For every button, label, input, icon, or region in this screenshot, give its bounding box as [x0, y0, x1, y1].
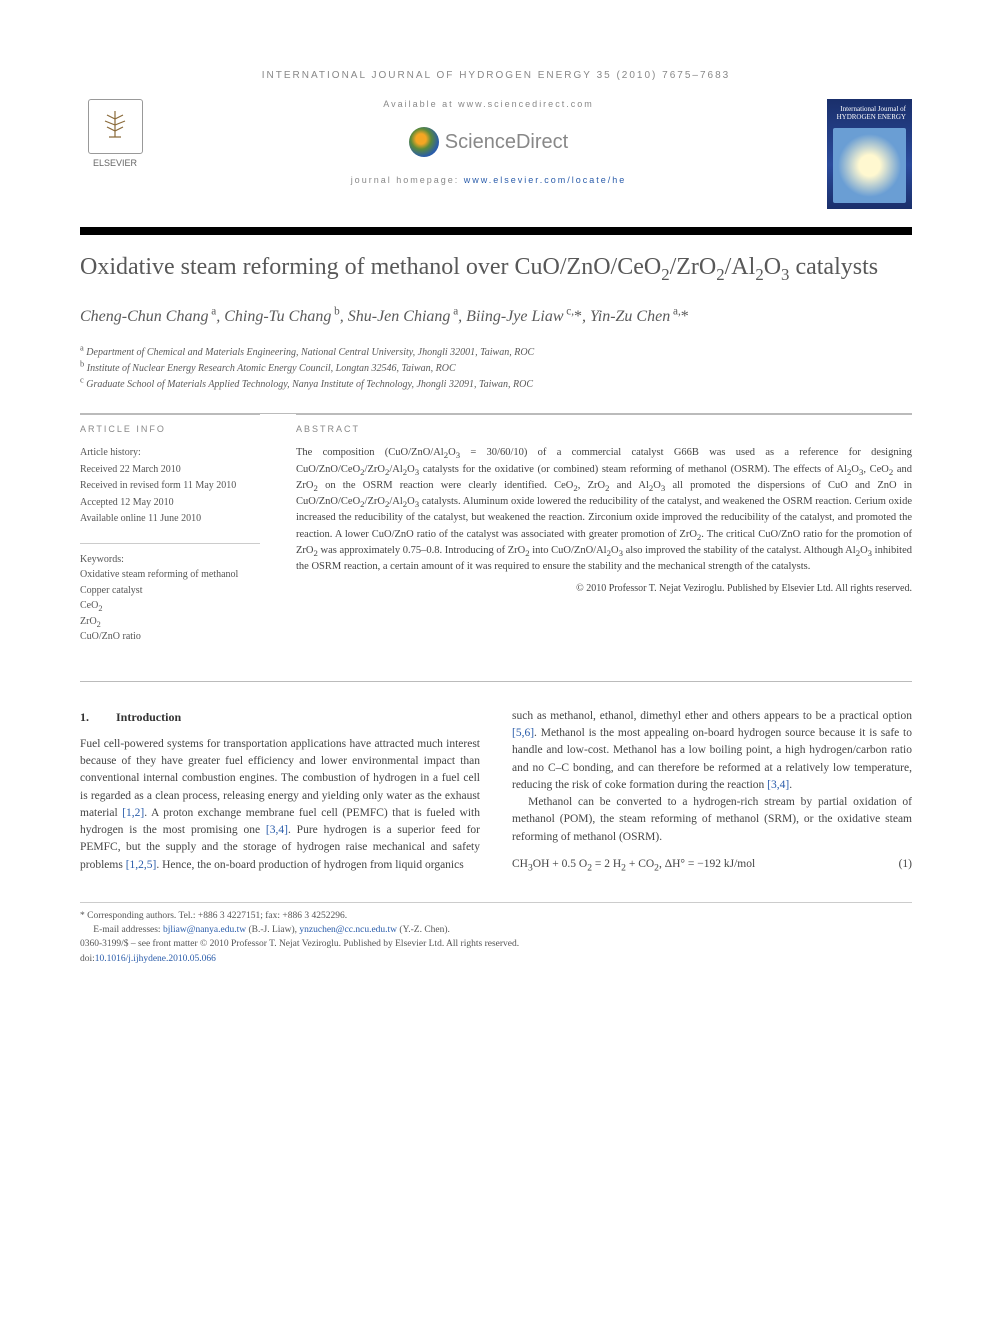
email-link[interactable]: ynzuchen@cc.ncu.edu.tw — [299, 925, 397, 935]
abstract-heading: ABSTRACT — [296, 423, 912, 437]
footnotes: * Corresponding authors. Tel.: +886 3 42… — [80, 902, 912, 966]
abstract-column: ABSTRACT The composition (CuO/ZnO/Al2O3 … — [296, 414, 912, 644]
abstract-text: The composition (CuO/ZnO/Al2O3 = 30/60/1… — [296, 445, 912, 575]
keyword: Copper catalyst — [80, 583, 260, 599]
keyword: Oxidative steam reforming of methanol — [80, 567, 260, 583]
keywords-block: Keywords: Oxidative steam reforming of m… — [80, 543, 260, 645]
availability-note: Available at www.sciencedirect.com — [170, 99, 807, 109]
corresponding-author-note: * Corresponding authors. Tel.: +886 3 42… — [80, 909, 912, 923]
email-link[interactable]: bjliaw@nanya.edu.tw — [163, 925, 246, 935]
history-revised: Received in revised form 11 May 2010 — [80, 478, 260, 494]
body-columns: 1.Introduction Fuel cell-powered systems… — [80, 708, 912, 874]
article-title: Oxidative steam reforming of methanol ov… — [80, 251, 912, 283]
doi-link[interactable]: 10.1016/j.ijhydene.2010.05.066 — [95, 954, 216, 964]
intro-paragraph: such as methanol, ethanol, dimethyl ethe… — [512, 708, 912, 794]
cover-title: International Journal of HYDROGEN ENERGY — [833, 105, 906, 122]
intro-paragraph: Fuel cell-powered systems for transporta… — [80, 736, 480, 874]
keywords-label: Keywords: — [80, 552, 260, 568]
keyword: CuO/ZnO ratio — [80, 629, 260, 645]
equation-number: (1) — [899, 856, 912, 873]
journal-citation-header: INTERNATIONAL JOURNAL OF HYDROGEN ENERGY… — [80, 70, 912, 81]
elsevier-logo: ELSEVIER — [80, 99, 150, 179]
sciencedirect-swirl-icon — [409, 127, 439, 157]
masthead: ELSEVIER Available at www.sciencedirect.… — [80, 99, 912, 209]
keyword: CeO2 — [80, 598, 260, 614]
article-info-block: ARTICLE INFO Article history: Received 2… — [80, 413, 912, 644]
affiliation-c: c Graduate School of Materials Applied T… — [80, 377, 912, 393]
homepage-link[interactable]: www.elsevier.com/locate/he — [464, 175, 627, 185]
author-list: Cheng-Chun Chang a, Ching-Tu Chang b, Sh… — [80, 305, 912, 329]
journal-homepage: journal homepage: www.elsevier.com/locat… — [170, 175, 807, 185]
affiliations: a Department of Chemical and Materials E… — [80, 345, 912, 393]
abstract-copyright: © 2010 Professor T. Nejat Veziroglu. Pub… — [296, 581, 912, 597]
sciencedirect-label: ScienceDirect — [445, 131, 568, 154]
body-column-left: 1.Introduction Fuel cell-powered systems… — [80, 708, 480, 874]
article-history: Article history: Received 22 March 2010 … — [80, 445, 260, 527]
history-label: Article history: — [80, 445, 260, 461]
cover-image-icon — [833, 128, 906, 203]
equation: CH3OH + 0.5 O2 = 2 H2 + CO2, ΔH° = −192 … — [512, 856, 755, 873]
section-rule — [80, 681, 912, 682]
issn-line: 0360-3199/$ – see front matter © 2010 Pr… — [80, 937, 912, 951]
homepage-label: journal homepage: — [351, 175, 464, 185]
affiliation-a: a Department of Chemical and Materials E… — [80, 345, 912, 361]
history-received: Received 22 March 2010 — [80, 462, 260, 478]
intro-heading: 1.Introduction — [80, 708, 480, 726]
journal-cover-thumbnail: International Journal of HYDROGEN ENERGY — [827, 99, 912, 209]
history-online: Available online 11 June 2010 — [80, 511, 260, 527]
email-line: E-mail addresses: bjliaw@nanya.edu.tw (B… — [80, 923, 912, 937]
keyword: ZrO2 — [80, 614, 260, 630]
elsevier-label: ELSEVIER — [93, 158, 137, 168]
elsevier-tree-icon — [88, 99, 143, 154]
equation-row: CH3OH + 0.5 O2 = 2 H2 + CO2, ΔH° = −192 … — [512, 856, 912, 873]
intro-paragraph: Methanol can be converted to a hydrogen-… — [512, 794, 912, 846]
history-accepted: Accepted 12 May 2010 — [80, 495, 260, 511]
affiliation-b: b Institute of Nuclear Energy Research A… — [80, 361, 912, 377]
title-rule — [80, 227, 912, 235]
sciencedirect-brand: ScienceDirect — [170, 127, 807, 157]
body-column-right: such as methanol, ethanol, dimethyl ethe… — [512, 708, 912, 874]
article-info-column: ARTICLE INFO Article history: Received 2… — [80, 414, 260, 644]
doi-line: doi:10.1016/j.ijhydene.2010.05.066 — [80, 952, 912, 966]
article-info-heading: ARTICLE INFO — [80, 423, 260, 437]
